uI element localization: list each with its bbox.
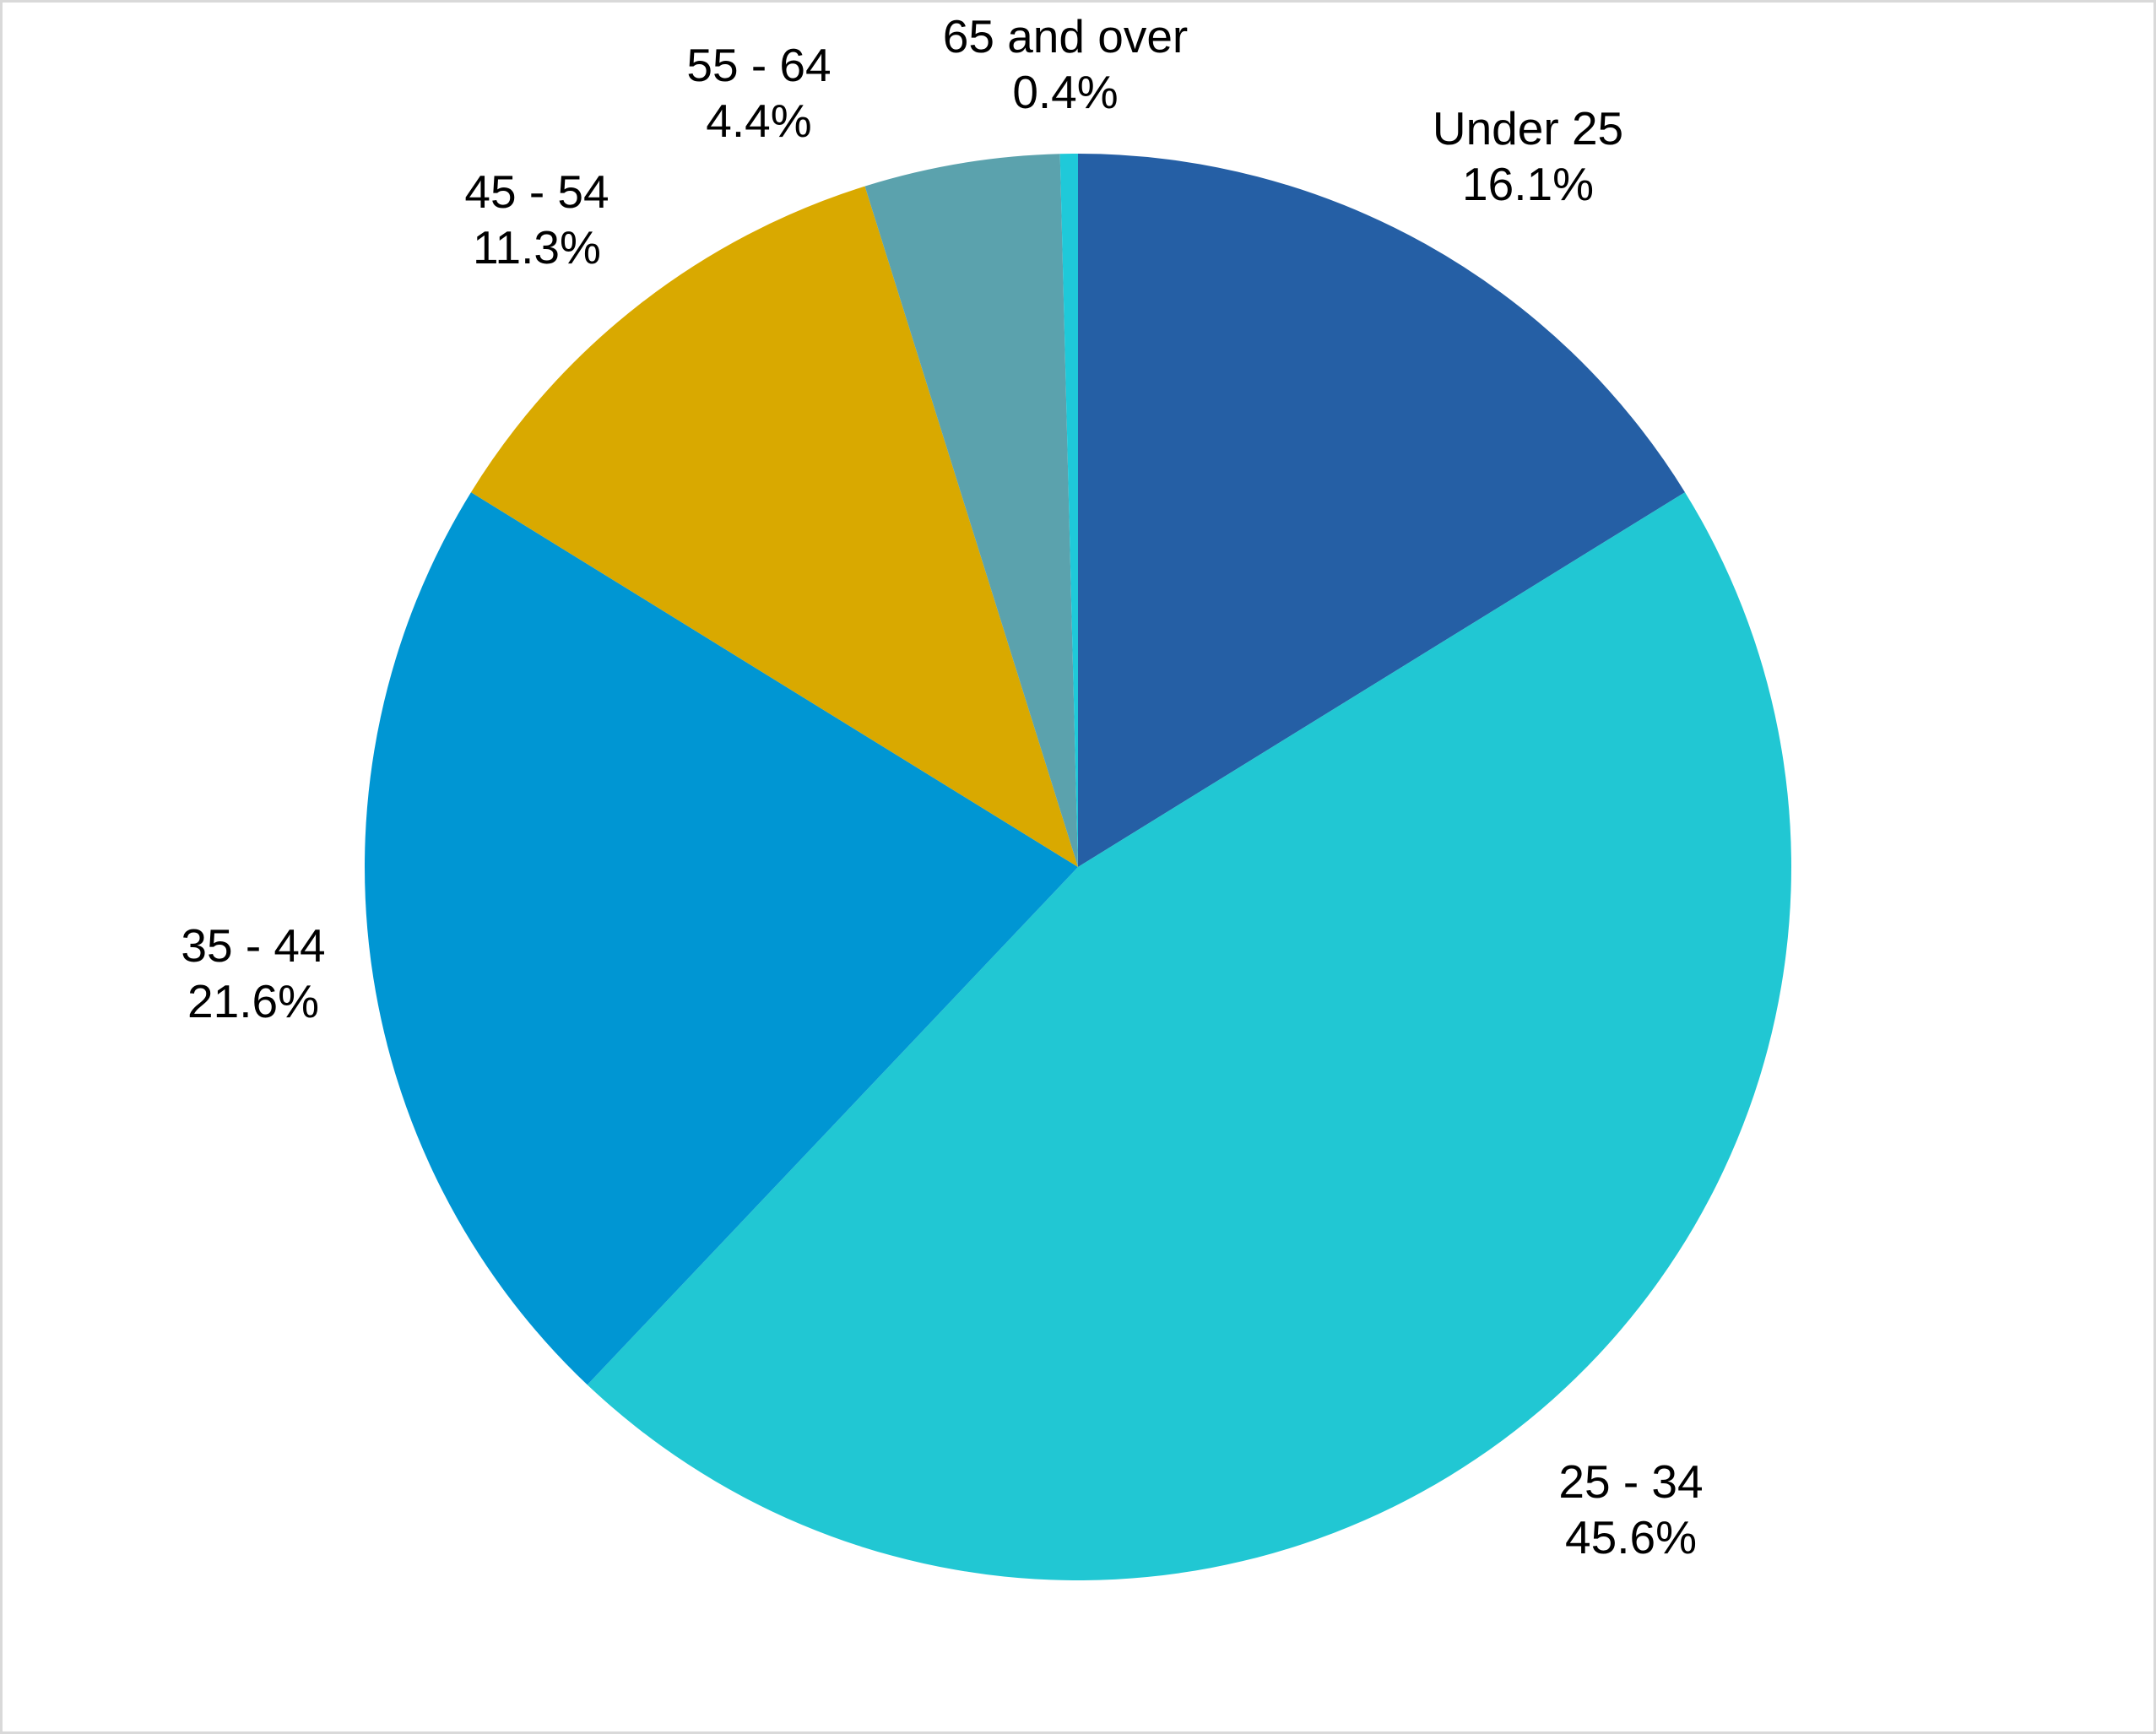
pie-slice-55-64[interactable] (864, 154, 1078, 867)
pie-slice-under-25[interactable] (1078, 154, 1686, 867)
pie-slice-25-34[interactable] (587, 492, 1791, 1580)
pie-slice-65-and-over[interactable] (1059, 154, 1078, 867)
pie-slice-35-44[interactable] (365, 492, 1078, 1385)
pie-slice-45-54[interactable] (470, 186, 1078, 868)
